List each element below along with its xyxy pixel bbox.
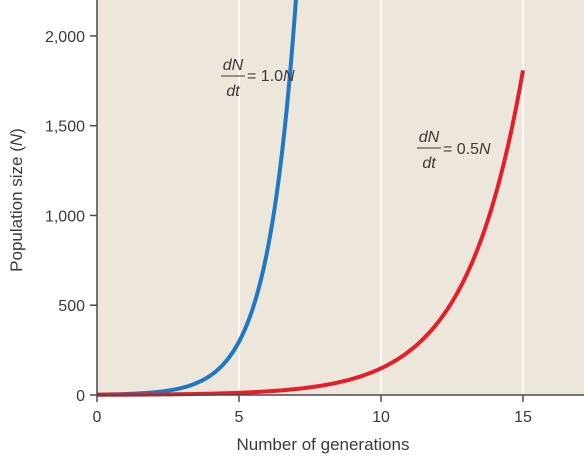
svg-text:= 0.5N: = 0.5N [443,141,491,158]
y-axis-label: Population size (N) [7,128,26,272]
plot-background [97,0,584,395]
x-axis-label: Number of generations [237,435,410,454]
y-tick-label: 0 [76,388,85,405]
x-tick-label: 5 [235,409,244,426]
svg-text:dN: dN [419,129,440,146]
x-tick-label: 10 [372,409,390,426]
y-ticks: 0 500 1,000 1,500 2,000 [45,29,97,405]
y-tick-label: 1,000 [45,208,85,225]
y-tick-label: 1,500 [45,119,85,136]
x-ticks: 0 5 10 15 [93,395,532,426]
x-tick-label: 0 [93,409,102,426]
annotation-rate-0-5: dN dt = 0.5N [417,129,491,172]
svg-text:dt: dt [226,83,240,100]
gridlines [238,0,524,395]
annotation-rate-1: dN dt = 1.0N [221,57,295,100]
svg-text:= 1.0N: = 1.0N [247,68,295,85]
x-tick-label: 15 [514,409,532,426]
svg-text:dN: dN [223,57,244,74]
y-tick-label: 2,000 [45,29,85,46]
svg-text:dt: dt [422,155,436,172]
y-tick-label: 500 [58,298,85,315]
